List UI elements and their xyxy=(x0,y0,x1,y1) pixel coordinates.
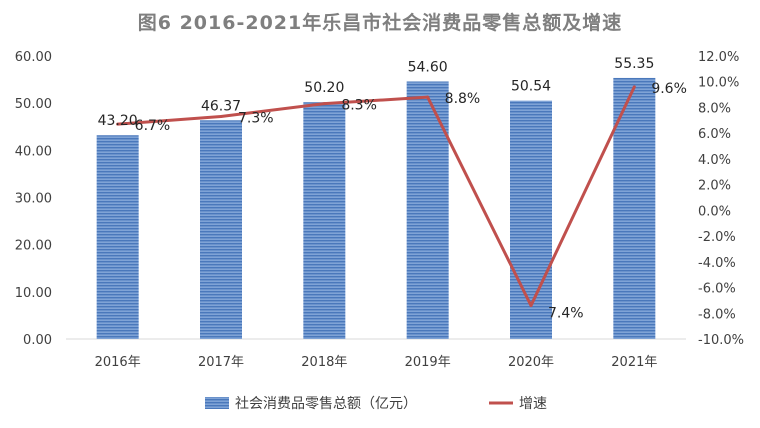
axes-group: 0.00 10.00 20.00 30.00 40.00 50.00 60.00 -10.0%… xyxy=(15,50,744,370)
y-left-tick-label: 10.00 xyxy=(15,286,52,301)
growth-value-label: 7.4% xyxy=(548,306,584,322)
x-category-label: 2020年 xyxy=(508,355,554,370)
y-right-tick-label: -2.0% xyxy=(698,230,736,245)
growth-value-label: 6.7% xyxy=(135,118,171,134)
x-category-label: 2016年 xyxy=(95,355,141,370)
y-right-tick-label: 4.0% xyxy=(698,153,731,168)
growth-value-label: 8.3% xyxy=(341,98,377,114)
growth-line-group xyxy=(116,85,636,308)
y-right-tick-label: 12.0% xyxy=(698,50,739,65)
y-right-tick-label: 2.0% xyxy=(698,179,731,194)
bar-value-label: 54.60 xyxy=(408,59,448,75)
bar xyxy=(510,100,552,340)
y-left-tick-label: 0.00 xyxy=(23,333,52,348)
y-right-tick-label: 6.0% xyxy=(698,127,731,142)
growth-value-label: 8.8% xyxy=(445,91,481,107)
bars-group xyxy=(96,77,656,340)
data-labels-group: 43.20 46.37 50.20 54.60 50.54 55.35 6.7% 7.3% 8.… xyxy=(98,56,687,322)
bar-value-label: 43.20 xyxy=(98,113,138,129)
bar-value-label: 55.35 xyxy=(614,56,654,72)
bar-value-label: 50.20 xyxy=(304,80,344,96)
y-right-tick-label: 8.0% xyxy=(698,101,731,116)
growth-line xyxy=(117,86,636,308)
x-category-label: 2017年 xyxy=(198,355,244,370)
growth-point xyxy=(322,102,326,106)
y-right-tick-label: -8.0% xyxy=(698,307,736,322)
bar xyxy=(200,120,242,339)
growth-value-label: 7.3% xyxy=(238,110,274,126)
legend-line-label: 增速 xyxy=(519,396,547,412)
legend-bar-label: 社会消费品零售总额（亿元） xyxy=(235,396,417,412)
growth-point xyxy=(116,122,120,126)
y-left-tick-label: 40.00 xyxy=(15,144,52,159)
bar xyxy=(406,81,449,339)
y-left-tick-label: 60.00 xyxy=(15,50,52,65)
x-category-label: 2021年 xyxy=(611,355,657,370)
x-category-label: 2018年 xyxy=(301,355,347,370)
bar xyxy=(303,102,346,340)
bar-value-label: 50.54 xyxy=(511,79,551,95)
growth-point xyxy=(426,95,430,99)
y-right-tick-label: -6.0% xyxy=(698,282,736,297)
legend-bar-swatch xyxy=(205,397,229,409)
y-left-tick-label: 50.00 xyxy=(15,97,52,112)
bar-value-label: 46.37 xyxy=(201,98,241,114)
growth-point xyxy=(632,85,636,89)
bar xyxy=(613,77,656,340)
chart-title: 图6 2016-2021年乐昌市社会消费品零售总额及增速 xyxy=(137,12,623,34)
y-right-tick-label: -10.0% xyxy=(698,333,744,348)
y-left-tick-label: 30.00 xyxy=(15,192,52,207)
growth-value-label: 9.6% xyxy=(651,81,687,97)
y-right-tick-label: 0.0% xyxy=(698,204,731,219)
bar xyxy=(96,135,139,339)
y-left-tick-label: 20.00 xyxy=(15,239,52,254)
y-right-tick-label: -4.0% xyxy=(698,256,736,271)
growth-point xyxy=(219,114,223,118)
x-category-label: 2019年 xyxy=(405,355,451,370)
growth-point xyxy=(529,304,533,308)
y-right-tick-label: 10.0% xyxy=(698,76,739,91)
legend: 社会消费品零售总额（亿元） 增速 xyxy=(205,396,547,412)
